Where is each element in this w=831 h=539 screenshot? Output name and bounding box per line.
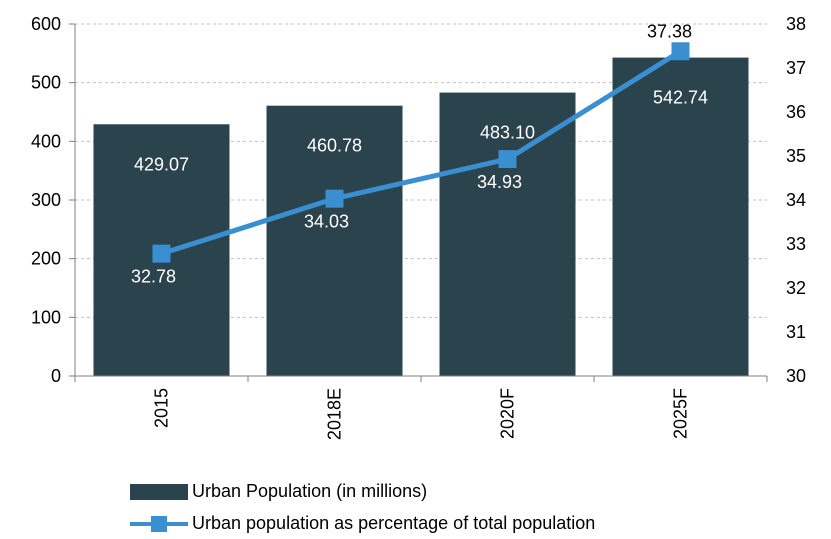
- left-tick-label: 600: [31, 14, 61, 34]
- bar: [439, 92, 576, 377]
- category-labels: 2015 2018E 2020F 2025F: [152, 388, 691, 440]
- legend-bar-swatch: [130, 483, 188, 500]
- legend-line-swatch: [130, 514, 188, 534]
- axes: [69, 23, 768, 382]
- right-tick-label: 35: [786, 146, 806, 166]
- category-label: 2015: [152, 388, 172, 428]
- left-tick-label: 200: [31, 249, 61, 269]
- right-tick-label: 30: [786, 366, 806, 386]
- line-value-label: 34.93: [477, 172, 522, 192]
- bar: [612, 57, 749, 377]
- bar-value-label: 483.10: [480, 123, 535, 143]
- legend-bar: Urban Population (in millions): [130, 481, 427, 502]
- legend-bar-label: Urban Population (in millions): [192, 481, 428, 501]
- line-series: [152, 42, 690, 263]
- left-tick-label: 300: [31, 190, 61, 210]
- left-tick-label: 0: [51, 366, 61, 386]
- bar-value-label: 460.78: [307, 136, 362, 156]
- right-axis-ticks: 30 31 32 33 34 35 36 37 38: [786, 14, 806, 386]
- right-tick-label: 36: [786, 102, 806, 122]
- right-tick-label: 33: [786, 234, 806, 254]
- legend-line: Urban population as percentage of total …: [130, 513, 595, 534]
- line-point: [152, 244, 171, 263]
- line-point: [671, 42, 690, 61]
- left-tick-label: 400: [31, 131, 61, 151]
- bar-value-label: 542.74: [653, 88, 708, 108]
- series-line: [160, 49, 682, 257]
- bar: [266, 105, 403, 377]
- right-tick-label: 38: [786, 14, 806, 34]
- line-value-label: 32.78: [131, 267, 176, 287]
- line-value-label: 34.03: [304, 212, 349, 232]
- right-tick-label: 31: [786, 322, 806, 342]
- line-point: [325, 189, 344, 208]
- left-tick-label: 500: [31, 73, 61, 93]
- bar-value-label: 429.07: [134, 154, 189, 174]
- bars: [93, 57, 749, 377]
- line-value-label: 37.38: [647, 21, 692, 41]
- right-tick-label: 34: [786, 190, 806, 210]
- combo-chart: 0 100 200 300 400 500 600 30 31 32 33 34 35 36 37 38 2…: [31, 14, 806, 440]
- category-label: 2025F: [671, 388, 691, 439]
- left-tick-label: 100: [31, 307, 61, 327]
- right-tick-label: 32: [786, 278, 806, 298]
- category-label: 2018E: [325, 388, 345, 440]
- line-point: [498, 150, 517, 169]
- category-label: 2020F: [498, 388, 518, 439]
- legend-line-label: Urban population as percentage of total …: [192, 513, 596, 533]
- left-axis-ticks: 0 100 200 300 400 500 600: [31, 14, 61, 386]
- right-tick-label: 37: [786, 58, 806, 78]
- data-labels: 429.07 460.78 483.10 542.74 32.78 34.03 34.93 3…: [131, 21, 708, 286]
